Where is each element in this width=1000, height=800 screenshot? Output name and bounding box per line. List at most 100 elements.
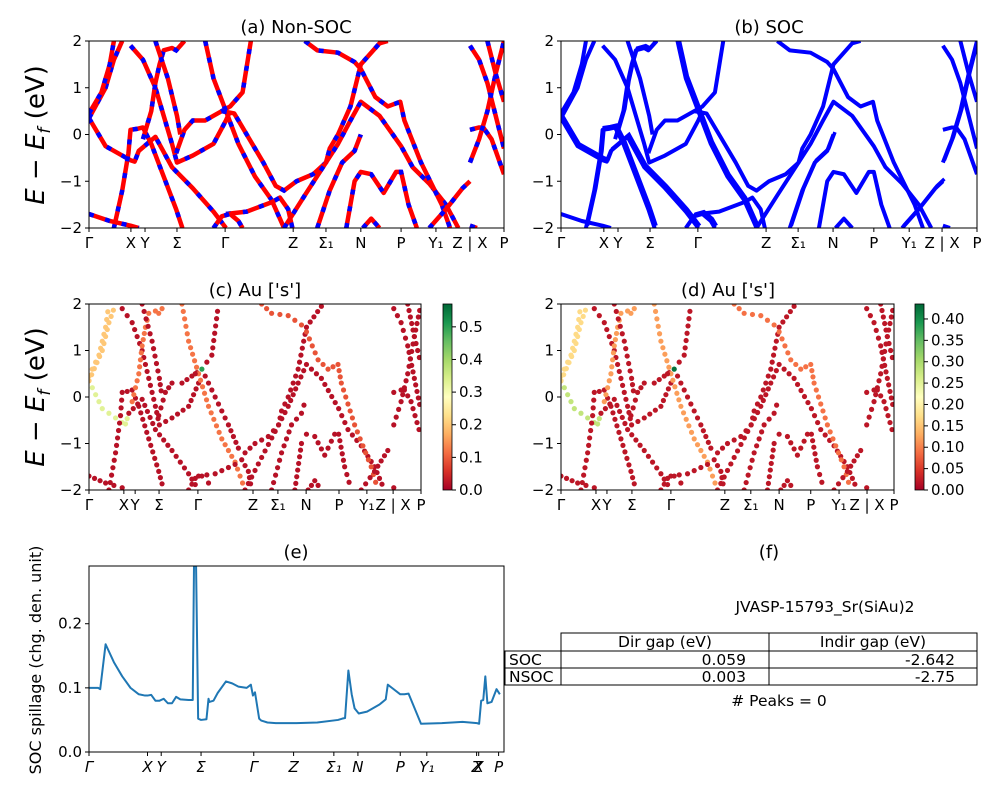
projection-point — [615, 316, 621, 322]
projection-point — [211, 337, 217, 344]
projection-point — [301, 338, 307, 344]
projection-point — [318, 375, 324, 381]
projection-point — [303, 329, 310, 335]
projection-point — [776, 329, 782, 335]
projection-point — [126, 410, 132, 416]
panel-a-xticks: Γ X Y Σ Γ Z Σ₁ N P Y₁ Z | X P — [85, 228, 509, 252]
projection-point — [381, 453, 388, 459]
projection-point — [199, 384, 206, 390]
ytick-label: −1 — [60, 172, 82, 190]
projection-point — [371, 468, 378, 474]
xtick-label: Σ₁ — [318, 234, 334, 252]
nsoc-band-line — [174, 41, 254, 154]
projection-point — [111, 457, 117, 463]
projection-point — [379, 481, 385, 487]
projection-point — [413, 340, 419, 347]
row-nsoc-label: NSOC — [509, 668, 553, 686]
projection-point — [375, 463, 381, 469]
projection-point — [845, 479, 852, 485]
projection-point — [596, 416, 602, 422]
projection-point — [761, 422, 767, 428]
projection-point — [868, 406, 875, 412]
projection-point — [620, 382, 626, 388]
projection-point — [145, 323, 151, 329]
projection-point — [401, 385, 407, 391]
xtick-label: X — [126, 234, 136, 252]
projection-point — [631, 481, 637, 487]
xtick-label: Γ — [694, 234, 703, 252]
projection-point — [768, 366, 774, 372]
soc-band-dash — [344, 169, 419, 228]
projection-point — [766, 474, 772, 480]
xtick-label: X — [119, 496, 129, 514]
projection-point — [343, 394, 349, 400]
projection-point — [568, 352, 574, 358]
xtick-label: Σ — [196, 758, 206, 776]
projection-point — [581, 472, 587, 478]
xtick-label: Γ — [194, 496, 203, 514]
projection-point — [630, 388, 636, 394]
projection-point — [283, 436, 290, 442]
col-dir-gap: Dir gap (eV) — [618, 633, 712, 651]
panel-c-colorbar-ticks: 0.0 0.1 0.2 0.3 0.4 0.5 — [452, 318, 483, 499]
projection-point — [756, 436, 762, 442]
projection-point — [887, 388, 893, 395]
soc-band-line-split — [585, 123, 658, 227]
projection-point — [611, 304, 617, 307]
projection-point — [349, 415, 355, 421]
nsoc-band-line — [153, 41, 183, 135]
projection-point — [137, 364, 143, 370]
projection-point — [182, 316, 188, 322]
projection-point — [169, 380, 175, 386]
projection-point — [686, 423, 692, 429]
projection-point — [625, 403, 631, 409]
projection-point — [294, 474, 300, 480]
projection-point — [691, 408, 697, 414]
projection-point — [687, 308, 693, 314]
soc-band-dash — [89, 116, 228, 228]
projection-point — [270, 479, 277, 486]
projection-point — [378, 458, 384, 464]
row-nsoc-dir: 0.003 — [702, 668, 746, 686]
soc-band-line — [958, 41, 977, 103]
projection-point — [630, 405, 636, 411]
projection-point — [298, 352, 304, 358]
panel-f: (f) JVASP-15793_Sr(SiAu)2 Dir gap (eV) I… — [504, 542, 978, 710]
projection-point — [99, 406, 105, 412]
panel-c-colorbar — [442, 303, 453, 491]
projection-point — [293, 416, 300, 422]
projection-point — [819, 479, 825, 485]
xtick-label: Σ — [172, 234, 181, 252]
projection-point — [585, 450, 591, 456]
projection-point — [741, 310, 747, 316]
projection-point — [684, 471, 691, 477]
projection-point — [808, 361, 814, 368]
ytick-label: 1 — [72, 79, 82, 97]
projection-point — [678, 403, 684, 409]
projection-point — [189, 481, 195, 487]
projection-point — [747, 465, 753, 471]
projection-point — [670, 377, 676, 383]
projection-point — [641, 447, 647, 454]
projection-point — [228, 428, 234, 434]
ytick-label: −1 — [532, 435, 554, 453]
projection-point — [242, 487, 248, 490]
projection-point — [610, 350, 617, 356]
projection-point — [758, 313, 764, 319]
projection-point — [405, 304, 411, 307]
projection-point — [754, 401, 761, 407]
projection-point — [156, 375, 162, 381]
projection-point — [801, 438, 807, 444]
projection-point — [575, 480, 581, 486]
projection-point — [318, 304, 324, 309]
projection-point — [698, 422, 704, 428]
projection-point — [887, 320, 893, 327]
panel-a-ylabel: E − Ef (eV) — [21, 65, 55, 205]
projection-point — [111, 482, 117, 488]
projection-point — [106, 410, 112, 416]
projection-point — [320, 361, 326, 368]
projection-point — [624, 455, 630, 461]
projection-point — [159, 306, 165, 312]
projection-point — [407, 314, 413, 320]
projection-point — [329, 393, 335, 400]
